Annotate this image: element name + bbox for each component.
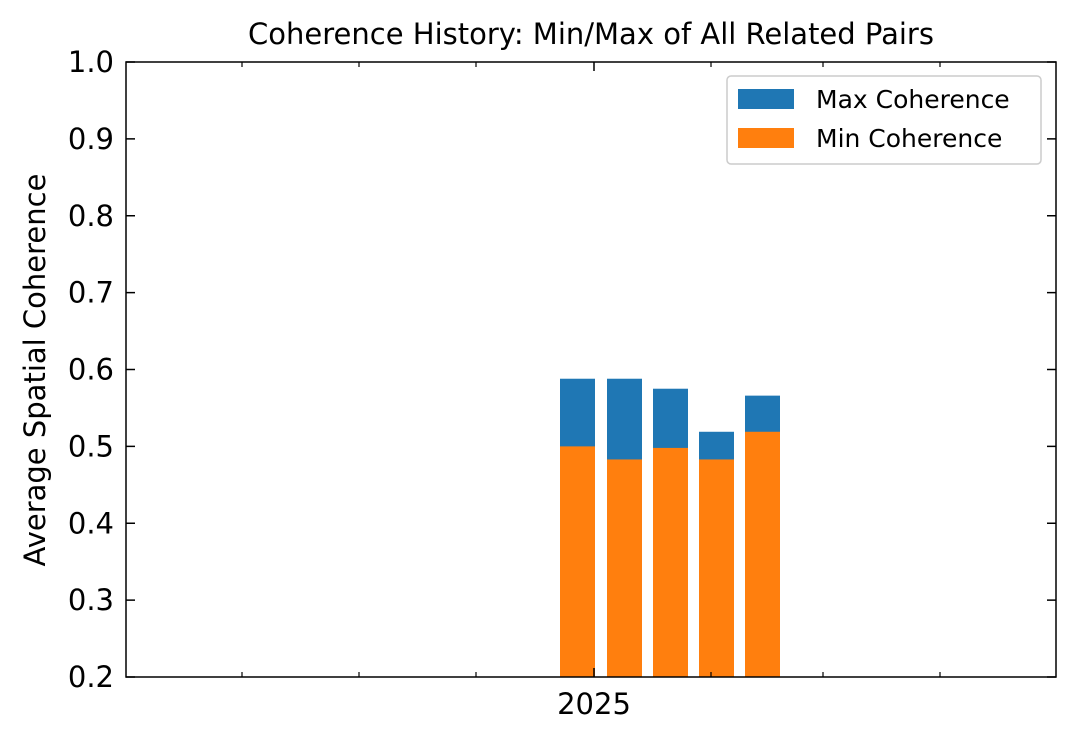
axes-group: 0.2 0.3 0.4 0.5 0.6 0.7 0.8 0.9 1.0 2025 [68, 45, 1056, 721]
y-tick-label: 1.0 [68, 45, 114, 79]
bar-min-coherence [607, 459, 642, 677]
legend-swatch-min [738, 128, 794, 148]
bar-min-coherence [699, 459, 734, 677]
y-tick-label: 0.3 [68, 583, 114, 617]
bar-min-coherence [745, 431, 780, 677]
chart-title: Coherence History: Min/Max of All Relate… [248, 17, 934, 51]
bar-min-coherence [560, 446, 595, 677]
y-axis-label: Average Spatial Coherence [18, 174, 52, 567]
y-tick-label: 0.7 [68, 276, 114, 310]
legend-label-min: Min Coherence [816, 124, 1002, 153]
y-tick-label: 0.6 [68, 353, 114, 387]
plot-frame [125, 61, 1057, 678]
legend-box [726, 75, 1042, 165]
y-tick-label: 0.2 [68, 660, 114, 694]
legend-swatch-max [738, 89, 794, 109]
y-tick-label: 0.9 [68, 122, 114, 156]
y-tick-label: 0.8 [68, 199, 114, 233]
y-tick-label: 0.5 [68, 429, 114, 463]
legend-label-max: Max Coherence [816, 85, 1010, 114]
bar-min-coherence [653, 447, 688, 677]
legend: Max Coherence Min Coherence [726, 75, 1042, 165]
bars-group [560, 378, 780, 677]
x-tick-label: 2025 [557, 687, 631, 721]
y-tick-label: 0.4 [68, 506, 114, 540]
